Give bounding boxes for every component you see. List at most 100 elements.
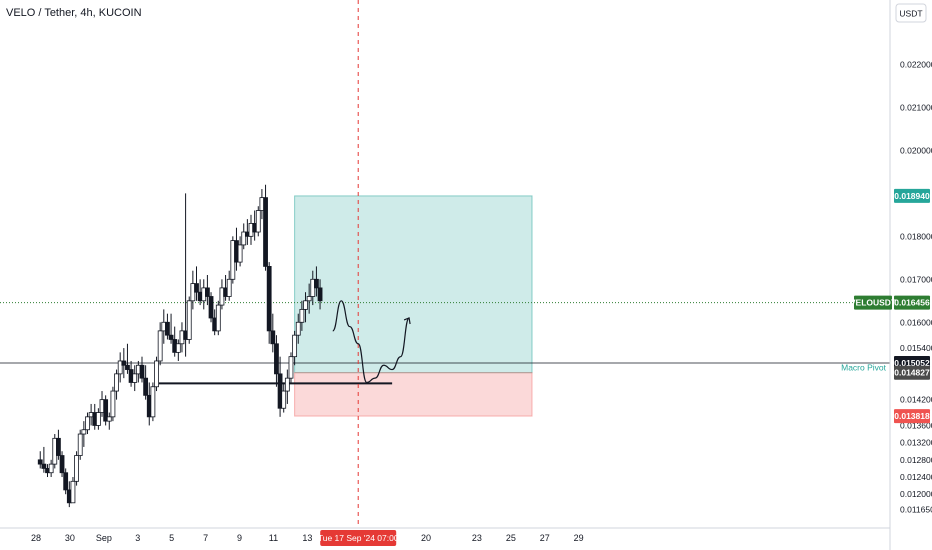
- candle-bear: [63, 472, 69, 491]
- candle-bull: [226, 278, 232, 297]
- currency-button-label[interactable]: USDT: [899, 9, 922, 19]
- currency-button[interactable]: USDT: [895, 3, 927, 23]
- projection-curve: [332, 300, 410, 384]
- candle-bull: [255, 210, 261, 233]
- candle-bull: [175, 343, 181, 353]
- candle-bear: [139, 364, 145, 379]
- candle-bull: [292, 334, 298, 358]
- y-tick-label: 0.014200: [900, 395, 932, 405]
- time-axis[interactable]: 28 30 Sep 3 5 7 9 11 13 20 23 25 27 29 Tue 17 Sep '24 …: [31, 530, 584, 546]
- candle-bear: [41, 463, 47, 469]
- y-tick-label: 0.022000: [900, 59, 932, 69]
- candle-bull: [95, 412, 101, 426]
- x-tick-label: 20: [421, 533, 431, 543]
- x-tick-label: Sep: [96, 533, 112, 543]
- candle-bear: [125, 364, 130, 370]
- candle-bear: [59, 455, 65, 474]
- position-zones: [294, 195, 533, 417]
- y-tick-label: 0.018000: [900, 231, 932, 241]
- crosshair-time-label: Tue 17 Sep '24 07:00: [318, 533, 399, 543]
- y-tick-label: 0.020000: [900, 145, 932, 155]
- candle-bull: [114, 373, 119, 392]
- price-axis[interactable]: 0.022000 0.021000 0.020000 0.018000 0.017000…: [900, 59, 932, 514]
- macro-pivot-label: Macro Pivot: [841, 363, 887, 373]
- candle-bull: [288, 356, 294, 379]
- y-tick-label: 0.012800: [900, 455, 932, 465]
- y-tick-label: 0.012400: [900, 472, 932, 482]
- candle-bear: [314, 278, 319, 289]
- x-tick-label: 29: [574, 533, 584, 543]
- candle-bear: [37, 459, 43, 465]
- x-tick-label: 13: [302, 533, 312, 543]
- candle-bear: [56, 437, 61, 456]
- currency-button-frame[interactable]: [895, 3, 927, 23]
- chart-title: VELO / Tether, 4h, KUCOIN: [6, 7, 142, 19]
- candle-bull: [110, 390, 116, 418]
- candle-bull: [284, 377, 290, 392]
- candle-bear: [168, 334, 174, 340]
- price-tag: [894, 295, 930, 310]
- candle-bear: [205, 287, 210, 297]
- x-tick-label: 3: [135, 533, 140, 543]
- candle-bear: [266, 266, 272, 332]
- price-tag-value: 0.014827: [894, 368, 930, 378]
- price-tag-value: 0.018940: [894, 191, 930, 201]
- y-tick-label: 0.012000: [900, 489, 932, 499]
- candle-bull: [281, 390, 287, 409]
- x-tick-label: 7: [203, 533, 208, 543]
- x-tick-label: 23: [472, 533, 482, 543]
- x-tick-label: 11: [269, 533, 278, 543]
- candle-bear: [263, 197, 268, 267]
- candle-bear: [121, 360, 127, 366]
- candle-bull: [154, 360, 159, 388]
- candle-bull: [77, 433, 83, 456]
- candle-bull: [85, 416, 90, 431]
- price-tag-value: 0.016456: [894, 298, 930, 308]
- price-tag-value: 0.015052: [894, 358, 930, 368]
- stop-zone: [294, 372, 533, 417]
- candle-bear: [317, 287, 323, 302]
- candles: [37, 184, 323, 508]
- symbol-tag: [854, 295, 892, 310]
- price-tag: [894, 365, 930, 380]
- x-tick-label: 28: [31, 533, 41, 543]
- candle-bull: [237, 244, 243, 263]
- y-tick-label: 0.013600: [900, 420, 932, 430]
- candle-bull: [132, 373, 138, 383]
- candle-bull: [306, 296, 312, 302]
- candle-bull: [186, 300, 192, 340]
- candle-bear: [165, 321, 170, 336]
- candle-bull: [150, 386, 156, 418]
- price-tag-value: 0.013818: [894, 411, 930, 421]
- y-tick-label: 0.021000: [900, 102, 932, 112]
- candle-bull: [70, 480, 76, 504]
- y-tick-label: 0.015400: [900, 343, 932, 353]
- price-tag: [894, 409, 930, 424]
- target-zone: [294, 195, 533, 374]
- plot-background[interactable]: [0, 0, 890, 528]
- candle-bull: [157, 330, 163, 362]
- candle-bull: [117, 360, 123, 375]
- candle-bull: [74, 455, 79, 482]
- y-tick-label: 0.013200: [900, 438, 932, 448]
- candle-bear: [274, 343, 279, 375]
- price-tag: [894, 188, 930, 203]
- crosshair-time-tag: [320, 530, 397, 546]
- candle-bull: [48, 463, 54, 474]
- candle-bear: [143, 377, 149, 396]
- candle-bull: [303, 300, 308, 310]
- y-tick-label: 0.017000: [900, 274, 932, 284]
- x-tick-label: 27: [540, 533, 550, 543]
- candle-bull: [241, 231, 247, 246]
- y-tick-label: 0.011650: [900, 504, 932, 514]
- projection-arrowhead: [403, 317, 411, 325]
- x-tick-label: 5: [169, 533, 174, 543]
- x-tick-label: 9: [237, 533, 242, 543]
- candle-bear: [208, 296, 214, 319]
- x-tick-label: 30: [65, 533, 75, 543]
- projection-path: [332, 300, 411, 384]
- candle-bear: [270, 330, 276, 345]
